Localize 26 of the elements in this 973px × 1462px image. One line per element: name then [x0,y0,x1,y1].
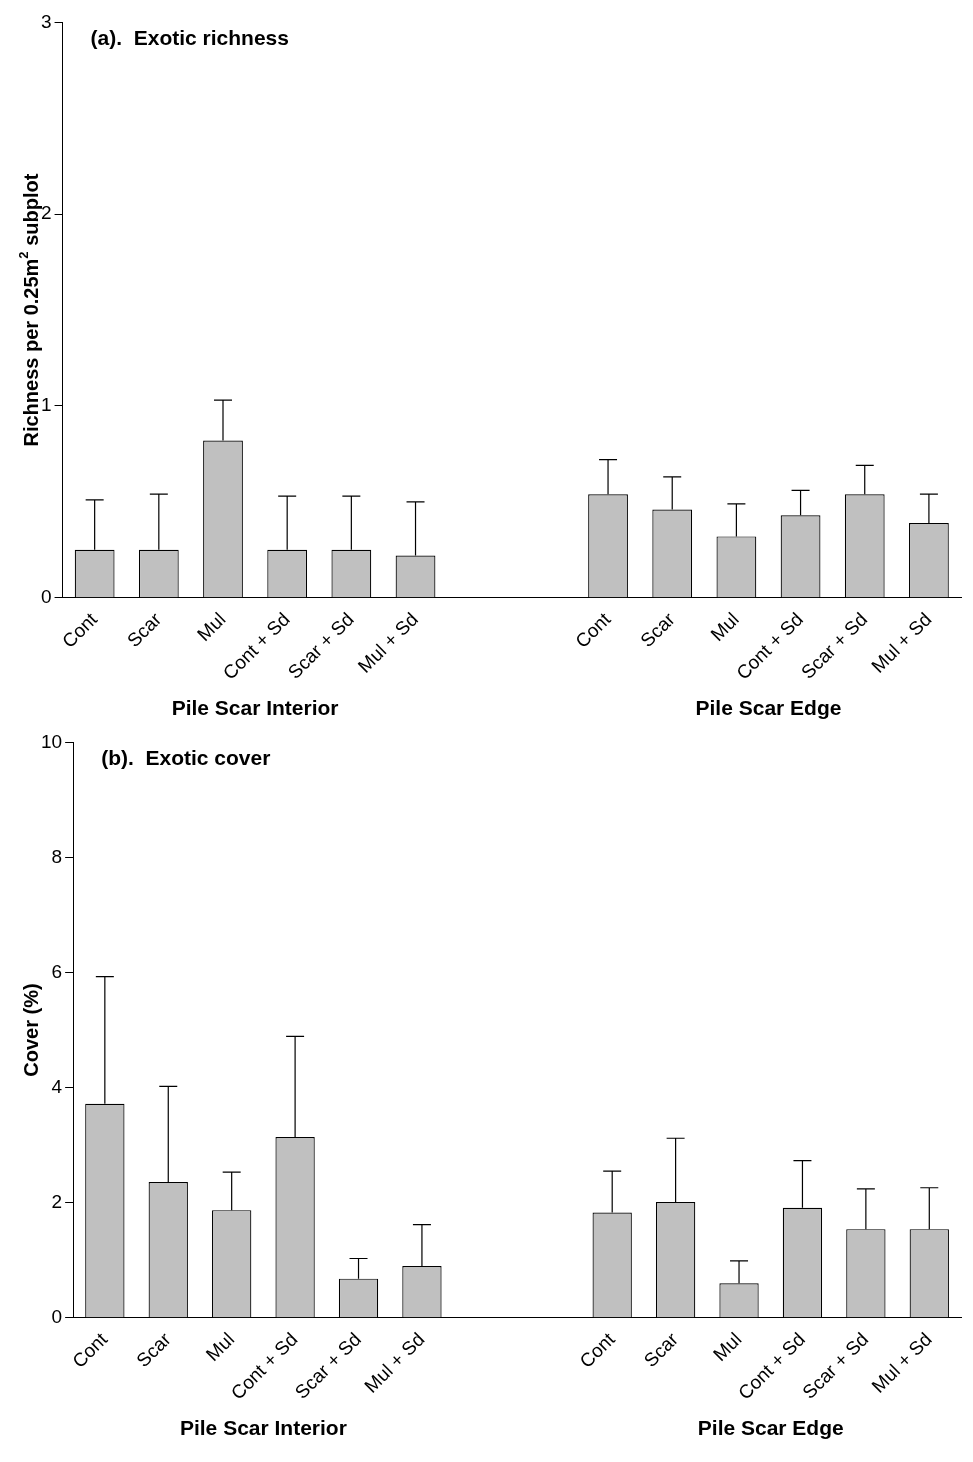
y-tick-label: 2 [51,1190,63,1212]
x-tick-label: Mul [193,608,230,645]
x-tick-label: Mul + Sd [353,608,423,677]
x-tick-label: Mul [201,1328,239,1365]
text: Pile Scar Interior [171,696,339,720]
chart-title: (b). Exotic cover [101,745,271,769]
y-tick-label: 6 [51,960,63,982]
x-tick-label: Mul [709,1328,746,1365]
text: Pile Scar Edge [697,1416,844,1440]
y-tick-label: 3 [40,10,52,32]
text: Pile Scar Interior [179,1416,347,1440]
x-tick-label: Mul + Sd [360,1328,429,1397]
y-tick-label: 4 [51,1075,63,1097]
y-axis-title: Cover (%) [19,983,42,1077]
y-axis-title: Richness per 0.25m2 subplot [15,173,42,447]
chart-title: (a). Exotic richness [90,25,289,49]
text: Pile Scar Edge [695,696,842,720]
y-tick-label: 1 [40,394,52,416]
x-tick-label: Cont [57,607,102,652]
x-tick-label: Scar [122,608,166,651]
x-tick-label: Mul [706,608,743,645]
y-tick-label: 10 [40,730,63,752]
y-tick-label: 8 [51,845,63,867]
y-tick-label: 0 [51,1305,63,1327]
x-tick-label: Mul + Sd [867,608,936,677]
y-tick-label: 0 [40,585,52,607]
